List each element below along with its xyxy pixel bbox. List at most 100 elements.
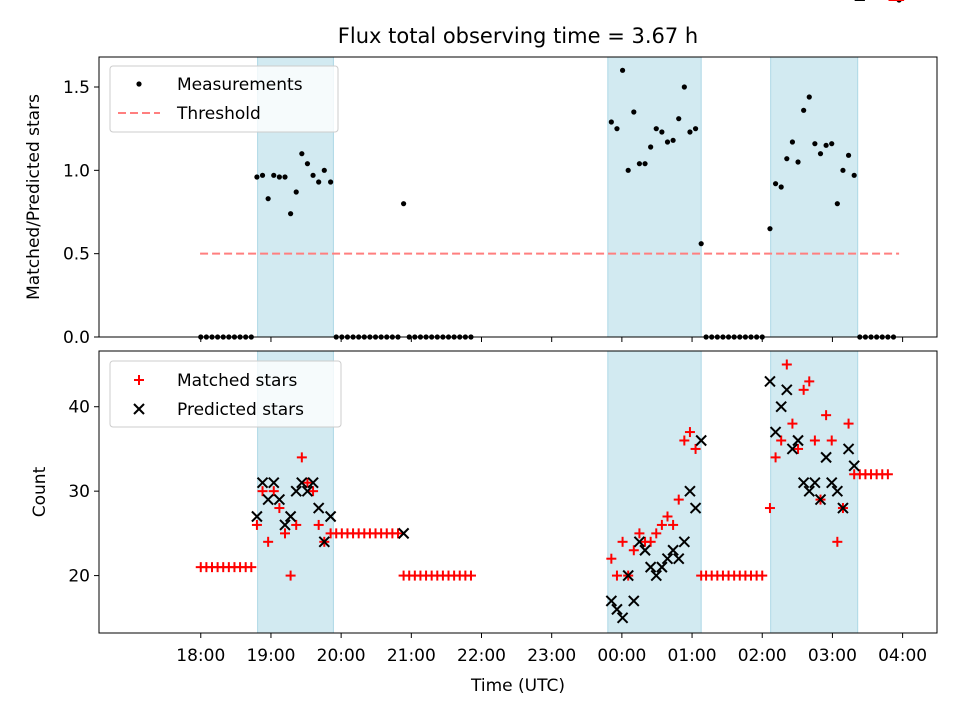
- x-tick-label: 21:00: [387, 646, 436, 666]
- matched-star-point: [302, 477, 313, 488]
- measurement-point: [608, 119, 614, 125]
- matched-star-point: [843, 418, 854, 429]
- top-panel-shaded-regions: [257, 56, 859, 338]
- predicted-star-point: [786, 443, 799, 455]
- matched-star-point: [268, 486, 279, 497]
- measurement-point: [789, 139, 796, 145]
- predicted-star-point: [644, 561, 657, 573]
- matched-star-point: [821, 410, 832, 421]
- matched-star-point: [291, 519, 302, 530]
- measurement-point: [851, 172, 857, 178]
- predicted-star-point: [284, 510, 297, 523]
- matched-star-point: [628, 545, 639, 556]
- predicted-star-point: [673, 552, 685, 565]
- predicted-star-point: [667, 544, 679, 556]
- x-tick-label: 20:00: [317, 646, 366, 666]
- matched-star-point: [257, 486, 268, 497]
- predicted-star-point: [837, 502, 849, 514]
- top-panel-frame: [98, 56, 938, 338]
- predicted-star-point: [769, 426, 782, 438]
- matched-star-point: [673, 494, 684, 505]
- measurement-point: [271, 172, 277, 178]
- predicted-star-point: [809, 477, 821, 489]
- predicted-star-point: [764, 375, 776, 388]
- measurement-point: [687, 129, 693, 135]
- predicted-star-point: [324, 510, 337, 523]
- shaded-interval: [607, 56, 702, 338]
- matched-star-point: [787, 418, 798, 429]
- predicted-star-point: [307, 477, 319, 489]
- legend-measurements-marker: [136, 81, 142, 87]
- legend-predicted-label: Predicted stars: [177, 400, 304, 420]
- y-tick-label: 0.5: [63, 245, 90, 265]
- predicted-star-point: [792, 434, 804, 447]
- x-tick-label: 23:00: [527, 646, 576, 666]
- matched-star-point: [251, 519, 262, 530]
- matched-star-point: [776, 435, 787, 446]
- x-tick-label: 01:00: [668, 646, 717, 666]
- matched-star-point: [757, 570, 768, 581]
- y-tick-label: 30: [68, 482, 90, 502]
- matched-star-point: [606, 553, 617, 564]
- predicted-star-point: [279, 519, 291, 531]
- matched-star-point: [668, 519, 679, 530]
- matched-star-point: [798, 384, 809, 395]
- top-panel: 0.0 0.5 1.0 1.5 Matched/Predicted stars Mea…: [24, 0, 938, 348]
- measurement-point: [642, 161, 648, 167]
- predicted-star-point: [611, 603, 623, 616]
- predicted-star-point: [803, 485, 815, 497]
- measurement-point: [653, 126, 659, 132]
- measurement-point: [806, 94, 812, 100]
- matched-star-point: [274, 503, 285, 514]
- matched-star-point: [313, 519, 324, 530]
- matched-star-point: [645, 536, 656, 547]
- bottom-legend-box: [109, 360, 342, 428]
- top-panel-x-ticks: [200, 337, 904, 342]
- matched-star-point: [611, 570, 622, 581]
- measurement-point: [614, 126, 620, 132]
- x-tick-label: 04:00: [878, 646, 927, 666]
- measurement-points: [198, 0, 902, 340]
- y-tick-label: 20: [68, 567, 90, 587]
- predicted-star-point: [820, 451, 832, 464]
- top-legend-box: [109, 65, 339, 133]
- predicted-star-point: [268, 477, 280, 489]
- matched-star-point: [662, 511, 673, 522]
- predicted-star-point: [296, 477, 308, 489]
- predicted-star-point: [639, 544, 651, 556]
- predicted-star-point: [318, 536, 330, 548]
- measurement-point: [840, 167, 846, 173]
- matched-star-point: [690, 443, 701, 454]
- matched-star-point: [246, 562, 257, 573]
- measurement-point: [619, 67, 626, 73]
- measurement-point: [316, 179, 322, 185]
- matched-star-point: [392, 528, 403, 539]
- predicted-star-point: [797, 477, 810, 489]
- bottom-panel-shaded-regions: [257, 350, 859, 634]
- bottom-panel: 20 30 40 18:00 19:00 20:00 21:00 22:00 23:00 00:…: [30, 0, 938, 696]
- measurement-point: [692, 126, 699, 132]
- measurement-point: [259, 172, 266, 178]
- x-axis-label: Time (UTC): [470, 676, 565, 696]
- predicted-star-point: [775, 401, 787, 413]
- bottom-panel-frame: [98, 350, 938, 634]
- measurement-point: [400, 201, 407, 207]
- predicted-star-point: [251, 510, 263, 523]
- matched-star-point: [308, 486, 319, 497]
- measurement-point: [648, 144, 654, 150]
- measurement-point: [293, 189, 299, 195]
- measurement-point: [823, 142, 829, 148]
- measurement-point: [772, 181, 779, 187]
- measurement-point: [834, 201, 840, 207]
- measurement-point: [670, 137, 676, 143]
- shaded-interval: [607, 350, 702, 634]
- x-tick-label: 03:00: [808, 646, 857, 666]
- predicted-star-point: [605, 595, 618, 607]
- legend-measurements-label: Measurements: [177, 75, 303, 95]
- predicted-star-point: [661, 552, 674, 565]
- measurement-point: [767, 226, 773, 232]
- matched-star-point: [684, 427, 695, 438]
- y-tick-label: 40: [68, 398, 90, 418]
- measurement-point: [817, 151, 824, 157]
